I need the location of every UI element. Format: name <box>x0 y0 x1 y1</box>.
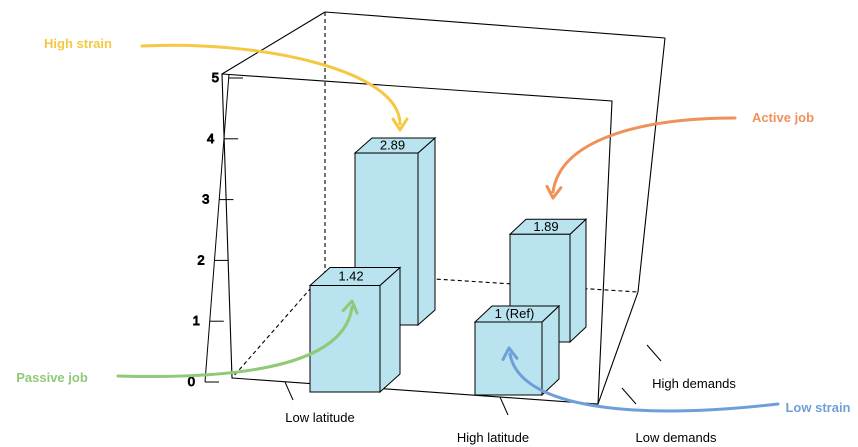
callout-low-strain: Low strain <box>501 346 851 415</box>
y-axis-line <box>204 73 230 383</box>
x-category-label-high-latitude: High latitude <box>457 430 529 445</box>
bar-passive-job-side <box>379 266 401 394</box>
bar-low-strain-value-label: 1 (Ref) <box>495 306 535 321</box>
callout-passive-job: Passive job <box>16 299 359 385</box>
callout-high-strain: High strain <box>44 36 409 132</box>
callout-passive-job-label: Passive job <box>16 370 88 385</box>
bars: 2.89 1.89 1.42 1 (Ref) <box>308 136 588 397</box>
callout-high-strain-arrow <box>140 43 402 126</box>
depth-tick-mark <box>646 344 662 362</box>
callout-high-strain-arrowhead <box>391 117 409 132</box>
depth-category-label-high-demands: High demands <box>652 376 736 391</box>
bar-active-job-value-label: 1.89 <box>533 219 558 234</box>
callout-active-job: Active job <box>545 110 814 200</box>
callout-high-strain-label: High strain <box>44 36 112 51</box>
axis-ticks <box>284 344 662 416</box>
x-tick-mark <box>284 381 294 401</box>
y-tick-label: 3 <box>202 192 209 207</box>
depth-tick-mark <box>621 387 637 405</box>
axis-box <box>221 11 666 405</box>
callout-low-strain-arrow <box>508 352 780 413</box>
box-top-left-edge <box>221 11 326 75</box>
callout-active-job-arrow <box>551 116 737 194</box>
callout-active-job-arrowhead <box>545 184 563 200</box>
callout-passive-job-arrow <box>116 305 354 378</box>
bar-passive-job-value-label: 1.42 <box>338 269 363 284</box>
y-tick-label: 0 <box>188 374 195 389</box>
bar-low-strain: 1 (Ref) <box>473 304 561 397</box>
bar-high-strain-value-label: 2.89 <box>380 138 405 153</box>
callout-low-strain-label: Low strain <box>785 400 850 415</box>
y-tick-label: 2 <box>197 252 204 267</box>
category-labels: Low latitude High latitude High demands Low… <box>285 376 736 445</box>
callout-low-strain-arrowhead <box>501 346 519 362</box>
box-floor-right-edge <box>597 291 639 405</box>
depth-category-label-low-demands: Low demands <box>636 430 717 445</box>
bar-active-job-side <box>569 218 587 344</box>
x-tick-mark <box>499 396 509 416</box>
bar-passive-job: 1.42 <box>308 266 402 394</box>
bar-high-strain-side <box>417 136 436 327</box>
callout-passive-job-arrowhead <box>341 299 359 315</box>
x-category-label-low-latitude: Low latitude <box>285 410 354 425</box>
bar-passive-job-front <box>309 285 381 393</box>
y-tick-label: 5 <box>212 70 219 85</box>
callout-active-job-label: Active job <box>752 110 814 125</box>
y-axis: 0 1 2 3 4 5 <box>187 70 243 390</box>
box-right-back-edge <box>637 37 666 293</box>
callouts: High strain Passive job Active job Low stra… <box>16 36 850 415</box>
y-tick-label: 1 <box>193 313 200 328</box>
y-tick-label: 4 <box>207 131 214 146</box>
box-back-top-edge <box>324 11 666 39</box>
